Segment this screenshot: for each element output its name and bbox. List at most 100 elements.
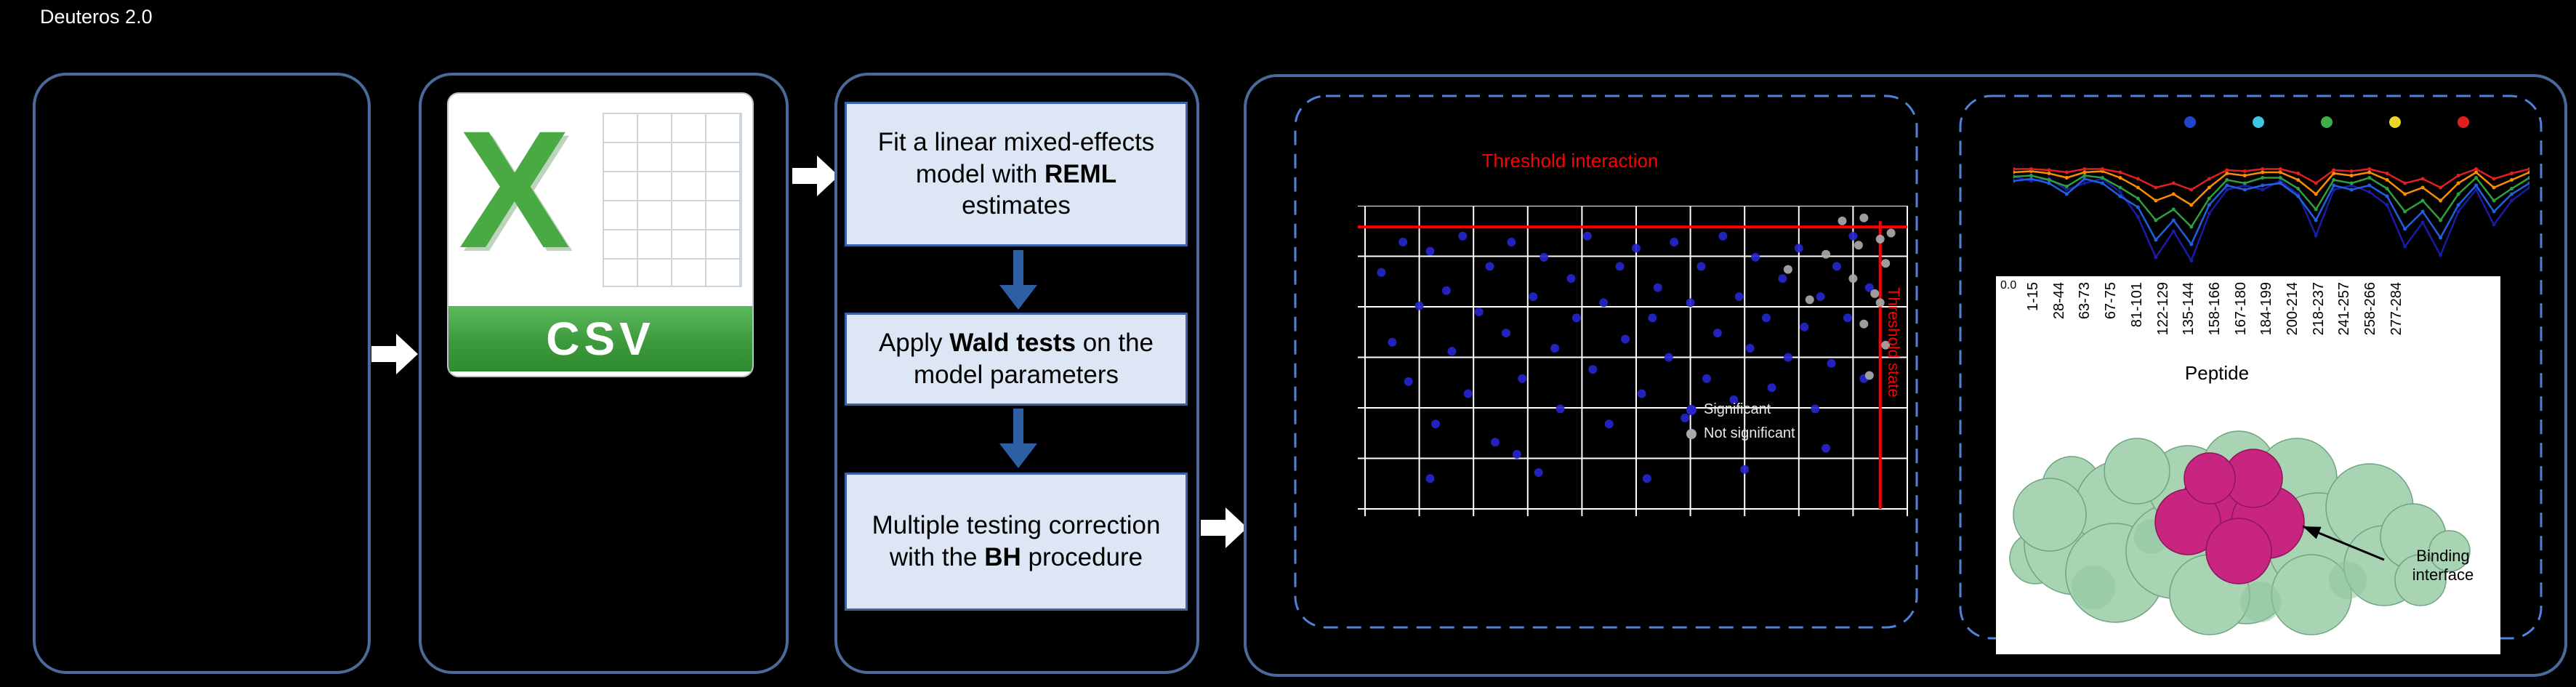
uptake-point <box>2171 229 2175 233</box>
scatter-point <box>1886 228 1896 238</box>
peptide-axis-labels: 1-15 28-44 63-73 67-75 81-101 122-129 135-144 1… <box>1996 276 2500 371</box>
legend-item: Not significant <box>1686 425 1795 442</box>
uptake-point <box>2278 170 2282 174</box>
peptide-tick-label: 28-44 <box>2050 282 2067 320</box>
series-marker <box>2389 116 2401 128</box>
step-text-post: procedure <box>1021 543 1143 571</box>
scatter-point <box>1767 383 1776 393</box>
scatter-point <box>1388 337 1397 347</box>
uptake-point <box>2189 188 2194 192</box>
scatter-point <box>1529 292 1538 302</box>
uptake-point <box>2474 183 2479 188</box>
uptake-point <box>2136 205 2140 209</box>
arrow-head <box>999 443 1037 468</box>
uptake-point <box>2456 192 2460 196</box>
right-arrow-icon <box>371 334 418 374</box>
peptide-tick-label: 63-73 <box>2077 282 2093 320</box>
uptake-point <box>2207 196 2211 201</box>
uptake-point <box>2278 176 2282 180</box>
uptake-point <box>2118 194 2122 198</box>
legend-label: Significant <box>1704 401 1771 417</box>
peptide-tick-label: 67-75 <box>2103 282 2120 320</box>
uptake-point <box>2082 174 2087 177</box>
scatter-point <box>1838 216 1847 225</box>
down-arrow-icon <box>999 409 1037 470</box>
uptake-point <box>2029 167 2033 171</box>
scatter-point <box>1875 234 1885 244</box>
figure-title: Deuteros 2.0 <box>40 6 153 28</box>
uptake-point <box>2154 198 2158 203</box>
scatter-point <box>1843 313 1852 323</box>
arrow-head <box>999 285 1037 310</box>
scatter-point <box>1686 298 1695 308</box>
uptake-point <box>2225 172 2229 175</box>
scatter-point <box>1582 231 1592 241</box>
legend-label: Not significant <box>1704 425 1795 441</box>
scatter-point <box>1458 231 1468 241</box>
uptake-point <box>2403 227 2407 231</box>
uptake-point <box>2154 255 2158 260</box>
uptake-point <box>2171 207 2175 212</box>
scatter-point <box>1853 241 1863 250</box>
flow-step-text: Fit a linear mixed-effects model with RE… <box>861 126 1171 222</box>
uptake-point <box>2207 185 2211 190</box>
threshold-state-label: Threshold state <box>1885 287 1903 398</box>
uptake-point <box>2403 192 2407 196</box>
scatter-point <box>1604 419 1614 429</box>
uptake-point <box>2154 185 2158 190</box>
peptide-axis-title: Peptide <box>2184 362 2250 384</box>
uptake-point <box>2439 236 2443 240</box>
scatter-point <box>1555 404 1565 414</box>
uptake-line-chart <box>2013 167 2529 263</box>
volcano-plot <box>1358 206 1908 516</box>
uptake-point <box>2314 181 2318 185</box>
uptake-line <box>2013 174 2529 228</box>
uptake-line <box>2013 170 2529 206</box>
uptake-point <box>2510 178 2513 182</box>
arrow-head <box>396 334 418 374</box>
uptake-point <box>2439 218 2443 222</box>
arrow-shaft <box>1013 250 1023 285</box>
scatter-point <box>1615 262 1625 271</box>
scatter-point <box>1664 353 1673 362</box>
scatter-point <box>1751 252 1760 262</box>
scatter-point <box>1822 443 1831 453</box>
scatter-point <box>1875 298 1885 308</box>
uptake-point <box>2403 244 2407 249</box>
uptake-point <box>2492 177 2496 181</box>
scatter-point <box>1740 465 1750 474</box>
right-arrow-icon <box>1201 507 1247 548</box>
uptake-point <box>2278 181 2282 185</box>
uptake-point <box>2242 181 2247 185</box>
scatter-point <box>1377 268 1386 277</box>
legend-dot-not-significant <box>1686 428 1696 439</box>
uptake-point <box>2261 188 2265 192</box>
protein-surface-shading <box>2072 519 2367 622</box>
uptake-point <box>2492 185 2496 190</box>
uptake-point <box>2029 177 2033 181</box>
scatter-point <box>1859 319 1869 329</box>
threshold-interaction-label: Threshold interaction <box>1481 150 1659 172</box>
scatter-point <box>1539 252 1549 262</box>
uptake-point <box>2332 183 2336 188</box>
uptake-point <box>2314 207 2318 212</box>
series-marker <box>2321 116 2333 128</box>
uptake-point <box>2527 185 2529 190</box>
scatter-point <box>1848 231 1858 241</box>
scatter-point <box>1794 244 1803 253</box>
uptake-point <box>2474 170 2479 174</box>
csv-banner-label: CSV <box>448 306 752 371</box>
right-arrow-icon <box>792 156 839 196</box>
uptake-point <box>2296 194 2301 198</box>
peptide-tick-label: 258-266 <box>2362 282 2379 336</box>
peptide-tick-label: 122-129 <box>2154 282 2171 336</box>
uptake-point <box>2367 170 2372 174</box>
scatter-point <box>1696 262 1706 271</box>
uptake-point <box>2332 178 2336 182</box>
scatter-point <box>1414 301 1424 310</box>
volcano-panel-border <box>1294 95 1918 629</box>
uptake-point <box>2332 172 2336 175</box>
csv-file-icon: X CSV <box>447 92 754 377</box>
scatter-point <box>1463 389 1473 398</box>
